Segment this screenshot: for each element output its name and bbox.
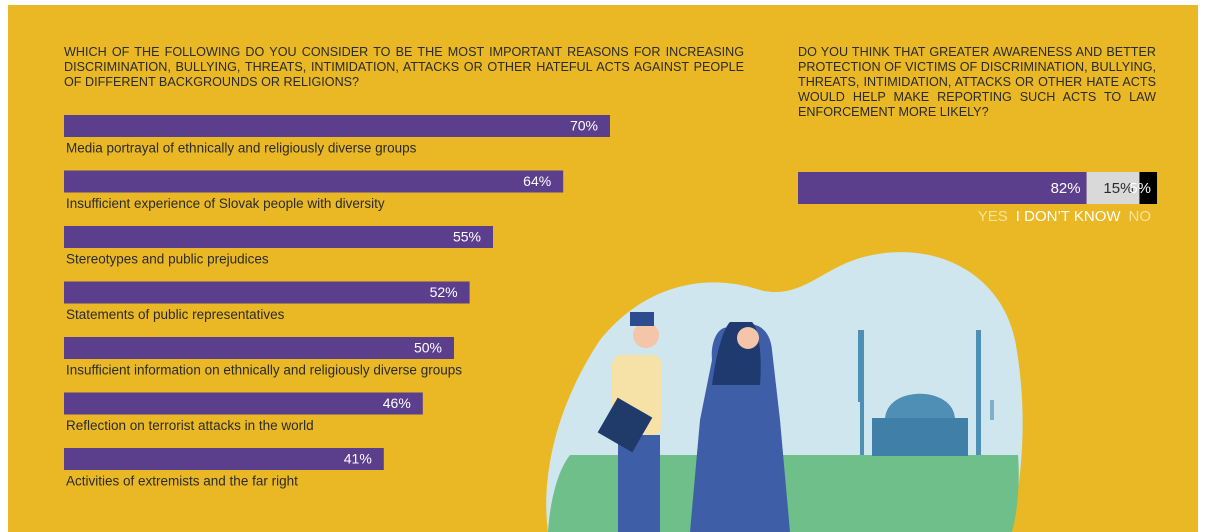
value-label: 52% xyxy=(430,284,458,300)
value-label: 46% xyxy=(383,395,411,411)
category-label: Stereotypes and public prejudices xyxy=(66,252,269,267)
value-label: 5% xyxy=(1129,180,1151,197)
bar-segment xyxy=(1139,172,1158,204)
legend-label: YES xyxy=(978,208,1008,225)
bar xyxy=(64,392,423,415)
chart-title: Which of the following do you consider t… xyxy=(64,45,744,89)
category-label: Insufficient experience of Slovak people… xyxy=(66,196,385,211)
illustration xyxy=(546,252,1023,532)
category-label: Statements of public representatives xyxy=(66,307,285,322)
bar xyxy=(64,170,564,193)
legend-label: I DON’T KNOW xyxy=(1016,208,1122,225)
category-label: Insufficient information on ethnically a… xyxy=(66,363,462,378)
bar xyxy=(64,337,454,359)
bar xyxy=(64,115,610,137)
bar xyxy=(64,448,384,470)
value-label: 41% xyxy=(344,451,372,467)
category-label: Activities of extremists and the far rig… xyxy=(66,474,298,489)
value-label: 50% xyxy=(414,340,442,356)
category-label: Reflection on terrorist attacks in the w… xyxy=(66,418,314,433)
legend-label: NO xyxy=(1129,208,1152,225)
value-label: 15% xyxy=(1103,180,1133,197)
value-label: 70% xyxy=(570,118,598,134)
category-label: Media portrayal of ethnically and religi… xyxy=(66,141,417,156)
bar-segment xyxy=(1086,172,1140,204)
chart-title: Do you think that greater awareness and … xyxy=(798,45,1156,119)
value-label: 55% xyxy=(453,229,481,245)
bar-segment xyxy=(798,172,1087,204)
value-label: 64% xyxy=(523,173,551,189)
value-label: 82% xyxy=(1051,180,1081,197)
bar xyxy=(64,226,493,248)
bar xyxy=(64,281,470,304)
